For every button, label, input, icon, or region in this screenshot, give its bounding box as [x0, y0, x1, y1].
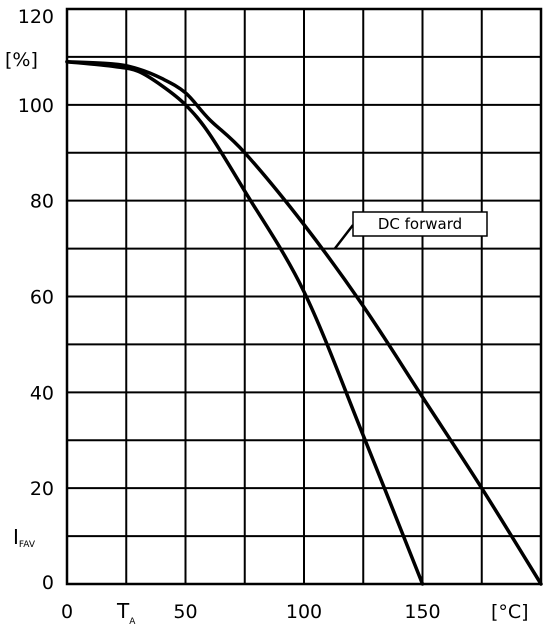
y-tick-label: 20: [30, 478, 54, 500]
y-tick-label: 60: [30, 287, 54, 309]
y-tick-label: 80: [30, 191, 54, 213]
x-tick-label: 100: [286, 601, 322, 623]
annotation-layer: DC forward: [333, 211, 488, 250]
grid: [65, 7, 543, 586]
x-tick-label: 150: [404, 601, 440, 623]
y-unit-label: [%]: [5, 49, 38, 71]
x-symbol: TA: [116, 599, 136, 627]
tick-layer: 0 20 40 60 80 100 120 0 50 100 150: [18, 6, 441, 623]
x-tick-label: 50: [173, 601, 197, 623]
y-tick-label: 40: [30, 382, 54, 404]
annotation-label: DC forward: [378, 215, 462, 233]
y-tick-label: 0: [42, 572, 54, 594]
y-symbol: IFAV: [13, 525, 36, 550]
plot-frame: [65, 7, 543, 586]
x-symbol-main: T: [116, 599, 130, 623]
annotation-leader: [333, 224, 354, 250]
y-symbol-sub: FAV: [19, 540, 36, 550]
y-tick-label: 120: [18, 6, 54, 28]
x-tick-label: 0: [61, 601, 73, 623]
x-unit-label: [°C]: [491, 601, 529, 623]
annotation-box: [352, 211, 488, 237]
y-symbol-main: I: [13, 525, 19, 549]
series-line-2: [65, 59, 425, 586]
series-layer: [65, 59, 543, 586]
x-symbol-sub: A: [129, 617, 136, 627]
series-line-1: [65, 59, 543, 586]
y-tick-label: 100: [18, 95, 54, 117]
